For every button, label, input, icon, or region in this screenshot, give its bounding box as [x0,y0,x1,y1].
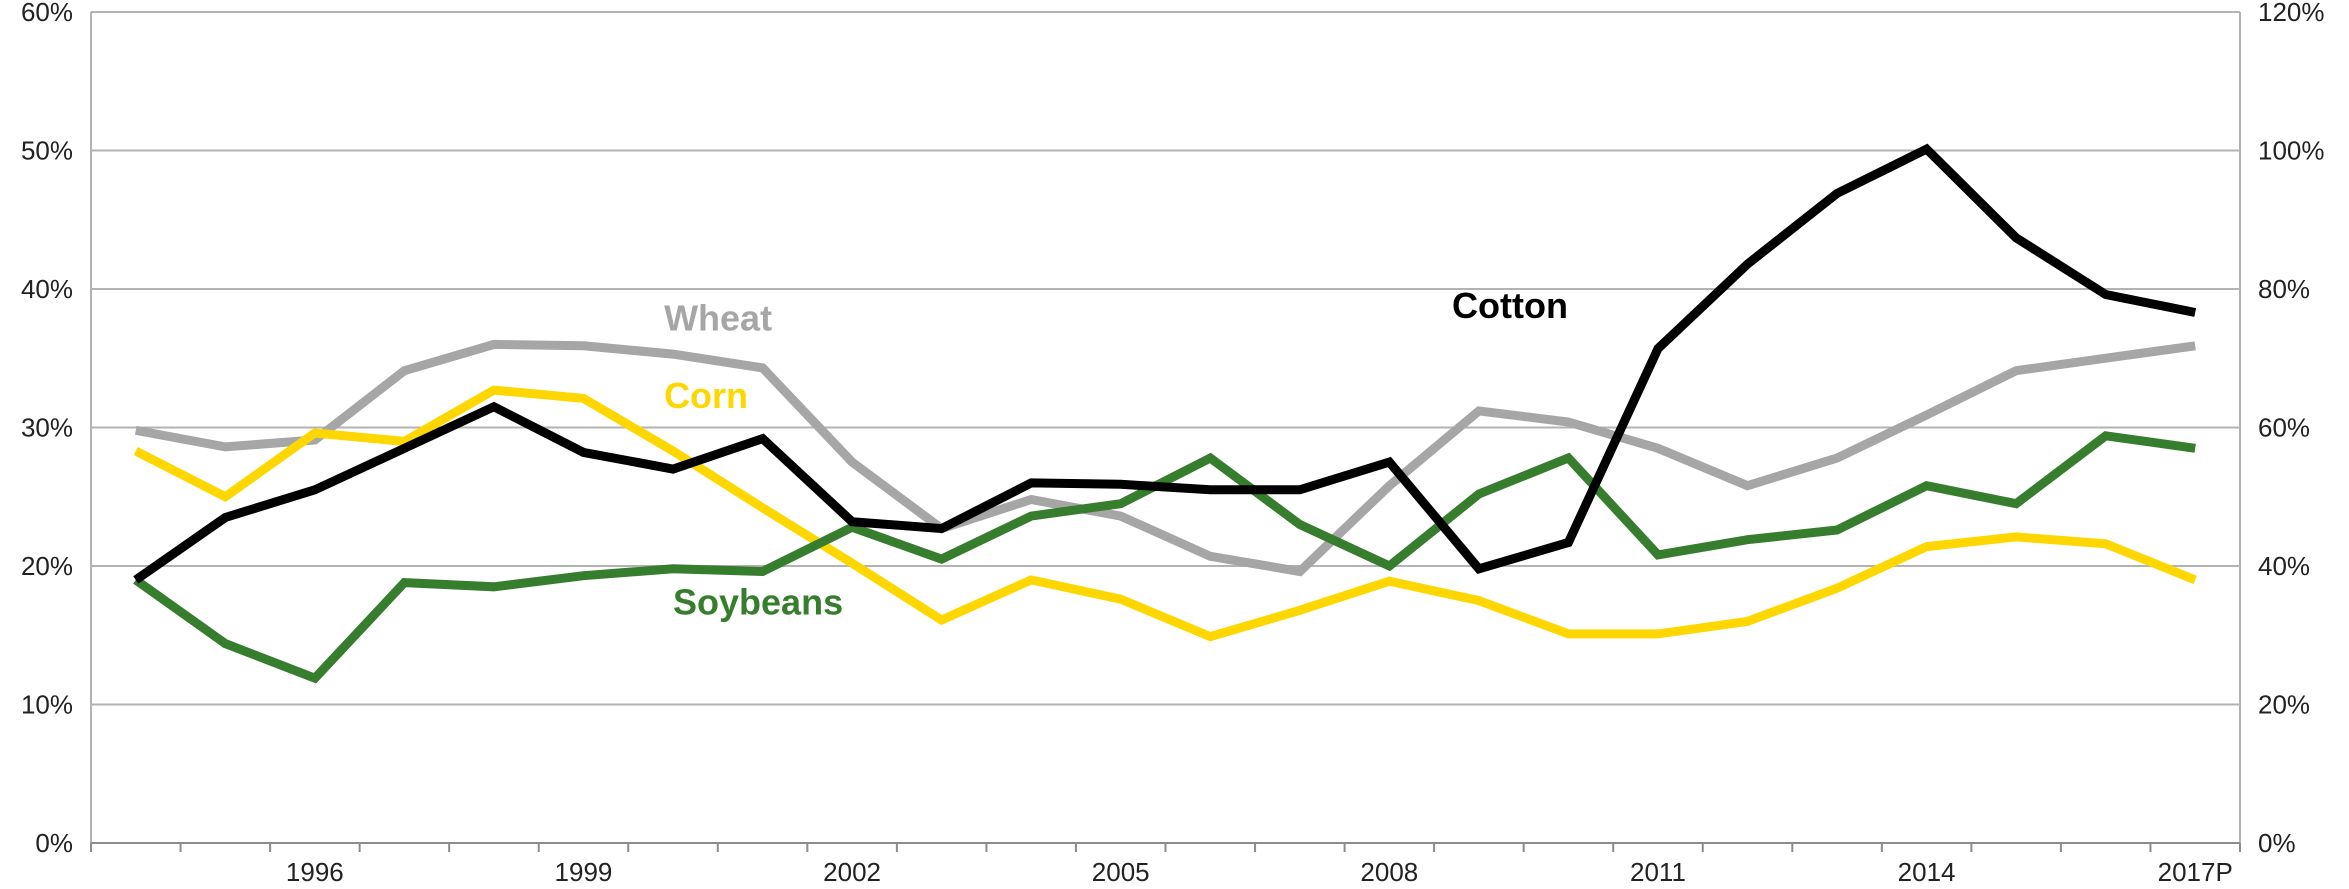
x-tick-label: 2014 [1898,857,1956,887]
x-tick-label: 2005 [1092,857,1150,887]
y-tick-label-left: 30% [21,413,73,443]
x-tick-label: 2008 [1360,857,1418,887]
soybeans-series-line [133,431,2196,684]
x-tick-label: 2017P [2158,857,2233,887]
gridlines [91,11,2240,706]
y-tick-label-right: 80% [2258,274,2310,304]
y-tick-label-left: 0% [35,828,73,858]
y-tick-label-left: 50% [21,136,73,166]
y-tick-label-left: 40% [21,274,73,304]
axes: 0% 0% 10% 20% 20% 40% 30% 60% 40% 80% 50% 100% 60% 12… [21,0,2325,887]
x-tick-label: 1999 [555,857,613,887]
y-tick-label-left: 10% [21,690,73,720]
wheat-series-label: Wheat [664,298,772,339]
y-tick-label-right: 20% [2258,690,2310,720]
wheat-series-line [134,339,2196,577]
y-tick-label-left: 20% [21,551,73,581]
series-labels: Wheat Corn Soybeans Cotton [664,285,1568,622]
y-tick-label-right: 60% [2258,413,2310,443]
x-tick-label: 2002 [823,857,881,887]
cotton-series-label: Cotton [1452,285,1568,326]
x-tick-label: 2011 [1630,857,1686,887]
corn-series-line [133,385,2197,642]
y-tick-label-right: 120% [2258,0,2325,27]
corn-series-label: Corn [664,375,748,416]
y-tick-label-left: 60% [21,0,73,27]
cotton-series-line [133,143,2197,584]
soybeans-series-label: Soybeans [673,581,843,622]
y-tick-label-right: 40% [2258,551,2310,581]
x-tick-label: 1996 [286,857,344,887]
y-tick-label-right: 0% [2258,828,2296,858]
y-tick-label-right: 100% [2258,136,2325,166]
series-lines [133,143,2197,684]
